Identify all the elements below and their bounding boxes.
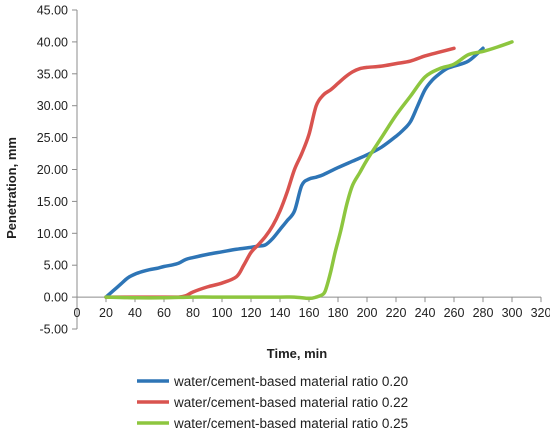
x-tick-label: 80	[186, 306, 200, 320]
legend-label: water/cement-based material ratio 0.22	[173, 395, 408, 410]
x-tick-label: 280	[473, 306, 494, 320]
legend-item-3: water/cement-based material ratio 0.25	[137, 416, 408, 431]
legend-label: water/cement-based material ratio 0.20	[173, 374, 408, 389]
x-tick-label: 140	[270, 306, 291, 320]
y-tick-label: 20.00	[37, 163, 68, 177]
y-tick-label: 45.00	[37, 4, 68, 18]
series-line-3	[104, 40, 514, 301]
series-line-1	[104, 46, 485, 299]
y-tick-label: 5.00	[44, 259, 68, 273]
y-axis-title: Penetration, mm	[4, 137, 19, 239]
x-tick-label: 100	[212, 306, 233, 320]
y-tick-label: 10.00	[37, 227, 68, 241]
y-tick-label: 40.00	[37, 35, 68, 49]
x-tick-label: 0	[74, 306, 81, 320]
x-tick-label: 320	[531, 306, 550, 320]
y-tick-label: 0.00	[44, 291, 68, 305]
y-tick-label: 25.00	[37, 131, 68, 145]
x-tick-label: 20	[99, 306, 113, 320]
x-tick-label: 60	[157, 306, 171, 320]
y-tick-label: 30.00	[37, 99, 68, 113]
y-tick-label: 15.00	[37, 195, 68, 209]
legend-label: water/cement-based material ratio 0.25	[173, 416, 408, 431]
x-tick-label: 220	[386, 306, 407, 320]
x-tick-label: 300	[502, 306, 523, 320]
x-tick-label: 120	[241, 306, 262, 320]
x-axis-title: Time, min	[267, 346, 328, 361]
x-tick-label: 180	[328, 306, 349, 320]
x-tick-label: 260	[444, 306, 465, 320]
x-tick-label: 40	[128, 306, 142, 320]
x-tick-label: 240	[415, 306, 436, 320]
series-line-2	[104, 46, 456, 299]
y-tick-label: -5.00	[40, 323, 69, 337]
legend-item-1: water/cement-based material ratio 0.20	[137, 374, 408, 389]
legend: water/cement-based material ratio 0.20 wa…	[137, 374, 408, 431]
x-tick-label: 200	[357, 306, 378, 320]
legend-item-2: water/cement-based material ratio 0.22	[137, 395, 408, 410]
y-tick-label: 35.00	[37, 67, 68, 81]
x-axis: 0 20 40 60 80 100 120 140 160 180 200 220 240 260 280 3…	[74, 296, 550, 320]
x-tick-label: 160	[299, 306, 320, 320]
y-axis: -5.00 0.00 5.00 10.00 15.00 20.00 25.00 30.00 35…	[37, 4, 78, 337]
series-lines	[104, 40, 514, 301]
